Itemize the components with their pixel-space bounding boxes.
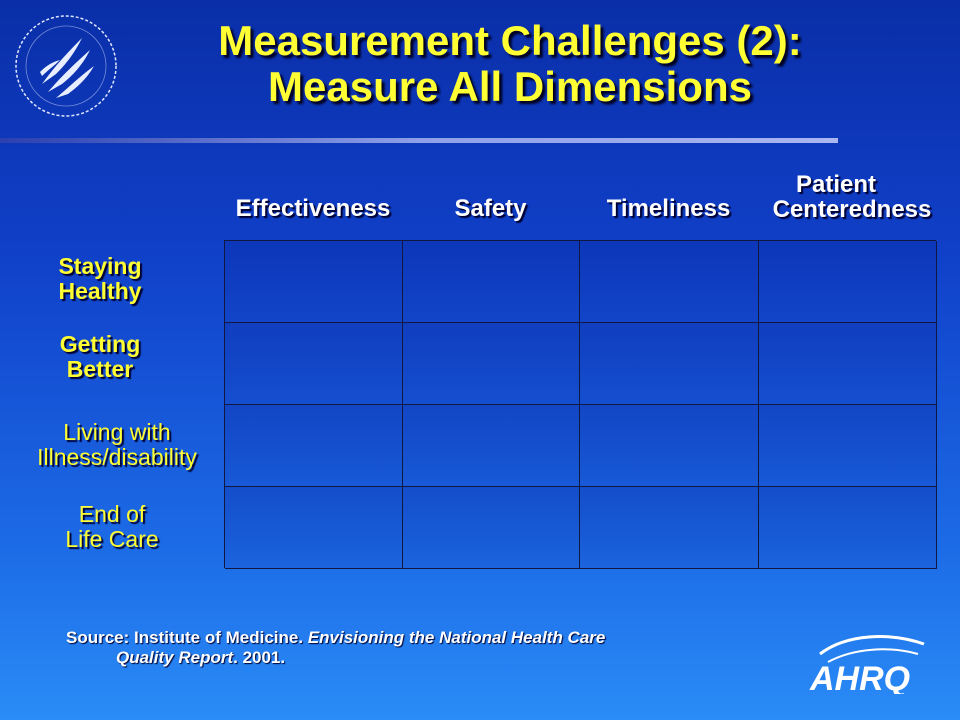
column-header-safety: Safety <box>454 195 527 222</box>
dimensions-grid <box>224 240 937 569</box>
column-header-effectiveness: Effectiveness <box>235 195 391 222</box>
grid-cell <box>403 323 580 405</box>
title-line-2: Measure All Dimensions <box>268 63 752 110</box>
slide-title: Measurement Challenges (2): Measure All … <box>150 18 870 110</box>
grid-cell <box>403 405 580 487</box>
hhs-seal-logo-icon <box>15 15 117 117</box>
source-title-part1: Envisioning the National Health Care <box>307 628 606 647</box>
title-line-1: Measurement Challenges (2): <box>218 17 802 64</box>
grid-cell <box>580 405 759 487</box>
grid-cell <box>403 487 580 569</box>
grid-cell <box>225 487 403 569</box>
grid-cell <box>580 323 759 405</box>
source-title-part2: Quality Report <box>116 648 234 667</box>
column-header-timeliness: Timeliness <box>606 195 731 222</box>
ahrq-logo-text: AHRQ <box>809 660 910 694</box>
title-divider <box>0 138 838 143</box>
grid-cell <box>580 487 759 569</box>
row-header-living-with-illness: Living with Illness/disability <box>37 419 197 470</box>
grid-cell <box>225 323 403 405</box>
grid-cell <box>403 241 580 323</box>
grid-cell <box>759 241 937 323</box>
source-suffix: . 2001. <box>233 648 286 667</box>
row-header-staying-healthy: Staying Healthy <box>58 253 142 304</box>
source-citation: Source: Institute of Medicine. Envisioni… <box>66 628 766 668</box>
grid-cell <box>759 487 937 569</box>
row-header-getting-better: Getting Better <box>59 331 141 382</box>
column-header-patient-centeredness: Patient Centeredness <box>772 171 932 223</box>
grid-cell <box>759 323 937 405</box>
source-prefix: Source: Institute of Medicine. <box>66 628 308 647</box>
grid-cell <box>225 405 403 487</box>
grid-cell <box>759 405 937 487</box>
grid-cell <box>580 241 759 323</box>
row-header-end-of-life-care: End of Life Care <box>65 501 159 552</box>
ahrq-logo-icon: AHRQ <box>809 635 925 694</box>
grid-cell <box>225 241 403 323</box>
